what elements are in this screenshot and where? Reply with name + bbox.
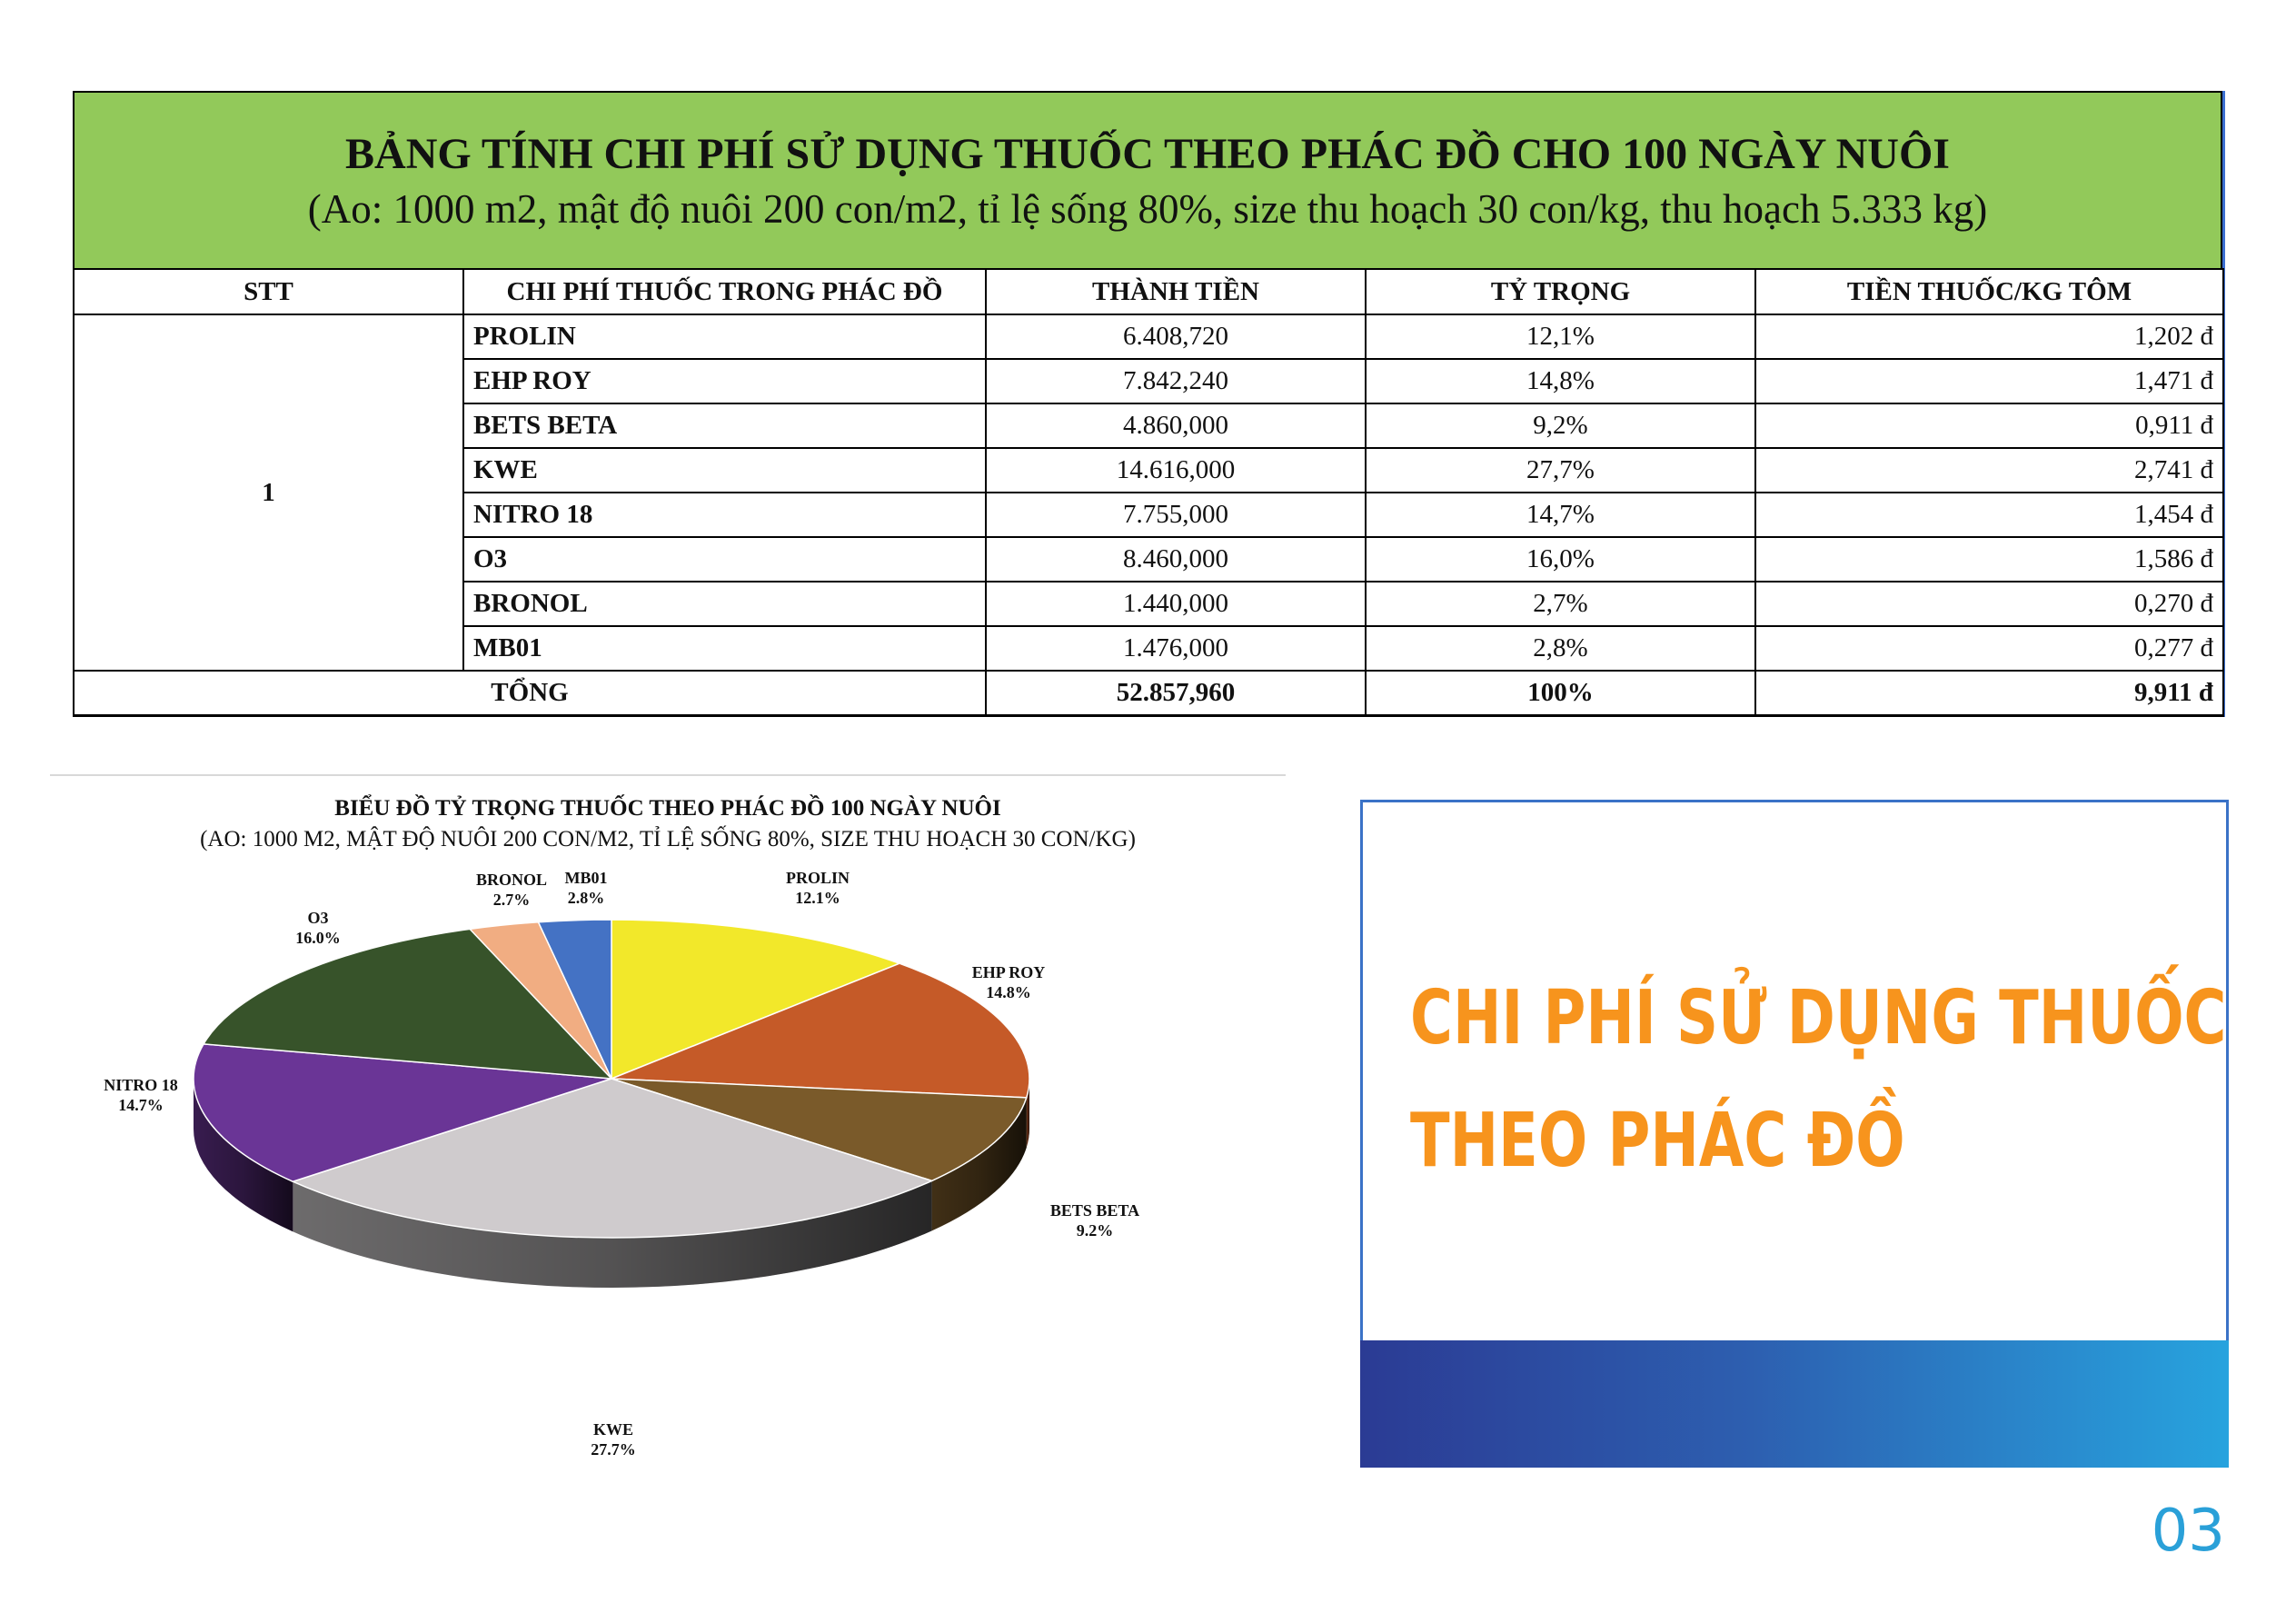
pie-label-value: 2.7% xyxy=(493,891,531,909)
cost-table: STT CHI PHÍ THUỐC TRONG PHÁC ĐỒ THÀNH TI… xyxy=(73,268,2224,717)
table-row: 1 PROLIN 6.408,720 12,1% 1,202 đ xyxy=(73,314,2224,672)
gradient-band xyxy=(1360,1340,2229,1468)
table-header-row: STT CHI PHÍ THUỐC TRONG PHÁC ĐỒ THÀNH TI… xyxy=(73,268,2224,315)
column-header-per-kg: TIỀN THUỐC/KG TÔM xyxy=(1754,268,2224,315)
table-header-banner: BẢNG TÍNH CHI PHÍ SỬ DỤNG THUỐC THEO PHÁ… xyxy=(73,91,2222,268)
table-title: BẢNG TÍNH CHI PHÍ SỬ DỤNG THUỐC THEO PHÁ… xyxy=(345,130,1950,178)
pie-slice-mb01 xyxy=(537,919,612,1080)
item-per-kg: 0,911 đ xyxy=(1754,403,2224,449)
pie-label-name: O3 xyxy=(307,909,328,927)
pie-label-name: EHP ROY xyxy=(972,963,1046,981)
item-amount: 14.616,000 xyxy=(985,447,1367,493)
item-amount: 7.755,000 xyxy=(985,492,1367,538)
item-per-kg: 1,471 đ xyxy=(1754,358,2224,404)
item-amount: 7.842,240 xyxy=(985,358,1367,404)
item-name: KWE xyxy=(462,447,987,493)
stt-cell: 1 xyxy=(73,314,464,672)
item-name: O3 xyxy=(462,536,987,582)
table-subtitle: (Ao: 1000 m2, mật độ nuôi 200 con/m2, tỉ… xyxy=(307,186,1988,232)
item-name: EHP ROY xyxy=(462,358,987,404)
item-share: 12,1% xyxy=(1365,314,1756,360)
total-row: TỔNG 52.857,960 100% 9,911 đ xyxy=(73,670,2224,717)
pie-label-value: 16.0% xyxy=(295,929,341,947)
table-row: BETS BETA 4.860,000 9,2% 0,911 đ xyxy=(74,403,2224,449)
item-share: 9,2% xyxy=(1365,403,1756,449)
item-share: 14,7% xyxy=(1365,492,1756,538)
pie-slice-ehp-roy xyxy=(611,962,1030,1099)
column-header-share: TỶ TRỌNG xyxy=(1365,268,1756,315)
item-share: 2,8% xyxy=(1365,625,1756,672)
item-name: MB01 xyxy=(462,625,987,672)
column-header-item: CHI PHÍ THUỐC TRONG PHÁC ĐỒ xyxy=(462,268,987,315)
pie-slice-nitro-18 xyxy=(193,1043,612,1183)
pie-slice-side-shade xyxy=(293,1180,932,1288)
pie-label-value: 12.1% xyxy=(795,889,840,907)
pie-slice-side-shade xyxy=(194,1079,293,1232)
pie-label-name: BETS BETA xyxy=(1050,1201,1139,1220)
table-row: NITRO 18 7.755,000 14,7% 1,454 đ xyxy=(74,492,2224,538)
panel-heading: CHI PHÍ SỬ DỤNG THUỐC THEO PHÁC ĐỒ xyxy=(1410,957,2227,1202)
item-name: PROLIN xyxy=(462,314,987,360)
item-per-kg: 0,277 đ xyxy=(1754,625,2224,672)
item-amount: 4.860,000 xyxy=(985,403,1367,449)
panel-heading-line-1: CHI PHÍ SỬ DỤNG THUỐC xyxy=(1410,975,2227,1061)
chart-title: BIỂU ĐỒ TỶ TRỌNG THUỐC THEO PHÁC ĐỒ 100 … xyxy=(334,796,1001,821)
pie-label-name: KWE xyxy=(593,1420,633,1439)
table-row: EHP ROY 7.842,240 14,8% 1,471 đ xyxy=(74,358,2224,404)
column-header-stt: STT xyxy=(73,268,464,315)
item-share: 16,0% xyxy=(1365,536,1756,582)
item-share: 2,7% xyxy=(1365,581,1756,627)
item-per-kg: 0,270 đ xyxy=(1754,581,2224,627)
item-per-kg: 1,586 đ xyxy=(1754,536,2224,582)
item-per-kg: 2,741 đ xyxy=(1754,447,2224,493)
item-per-kg: 1,454 đ xyxy=(1754,492,2224,538)
pie-label-value: 14.7% xyxy=(118,1096,164,1114)
table-row: O3 8.460,000 16,0% 1,586 đ xyxy=(74,536,2224,582)
item-amount: 6.408,720 xyxy=(985,314,1367,360)
item-name: BRONOL xyxy=(462,581,987,627)
item-share: 27,7% xyxy=(1365,447,1756,493)
pie-label-value: 14.8% xyxy=(986,983,1031,1001)
item-amount: 1.440,000 xyxy=(985,581,1367,627)
pie-label-value: 2.8% xyxy=(568,889,605,907)
pie-chart-section: BIỂU ĐỒ TỶ TRỌNG THUỐC THEO PHÁC ĐỒ 100 … xyxy=(50,774,1286,1485)
chart-subtitle: (AO: 1000 M2, MẬT ĐỘ NUÔI 200 CON/M2, TỈ… xyxy=(200,827,1136,851)
cost-table-section: BẢNG TÍNH CHI PHÍ SỬ DỤNG THUỐC THEO PHÁ… xyxy=(73,91,2225,717)
pie-label-value: 27.7% xyxy=(591,1440,636,1459)
pie-slice-prolin xyxy=(611,919,902,1080)
table-row: MB01 1.476,000 2,8% 0,277 đ xyxy=(74,625,2224,672)
page-number: 03 xyxy=(2151,1498,2225,1565)
pie-slice-kwe xyxy=(291,1078,934,1239)
pie-label-name: PROLIN xyxy=(786,869,850,887)
item-amount: 8.460,000 xyxy=(985,536,1367,582)
pie-label-name: BRONOL xyxy=(476,871,547,889)
total-share: 100% xyxy=(1365,670,1756,717)
column-header-amount: THÀNH TIỀN xyxy=(985,268,1367,315)
table-row: KWE 14.616,000 27,7% 2,741 đ xyxy=(74,447,2224,493)
item-name: NITRO 18 xyxy=(462,492,987,538)
item-name: BETS BETA xyxy=(462,403,987,449)
pie-slice-bets-beta xyxy=(611,1078,1028,1182)
pie-label-name: NITRO 18 xyxy=(104,1076,178,1094)
total-per-kg: 9,911 đ xyxy=(1754,670,2224,717)
title-panel: CHI PHÍ SỬ DỤNG THUỐC THEO PHÁC ĐỒ xyxy=(1360,800,2229,1468)
panel-heading-line-2: THEO PHÁC ĐỒ xyxy=(1410,1098,1905,1184)
total-label: TỔNG xyxy=(73,670,987,717)
table-row: BRONOL 1.440,000 2,7% 0,270 đ xyxy=(74,581,2224,627)
item-per-kg: 1,202 đ xyxy=(1754,314,2224,360)
pie-slice-o3 xyxy=(202,928,613,1080)
pie-slice-side-shade xyxy=(931,1097,1027,1231)
item-share: 14,8% xyxy=(1365,358,1756,404)
item-amount: 1.476,000 xyxy=(985,625,1367,672)
pie-label-value: 9.2% xyxy=(1077,1221,1114,1240)
total-amount: 52.857,960 xyxy=(985,670,1367,717)
pie-label-name: MB01 xyxy=(565,869,608,887)
